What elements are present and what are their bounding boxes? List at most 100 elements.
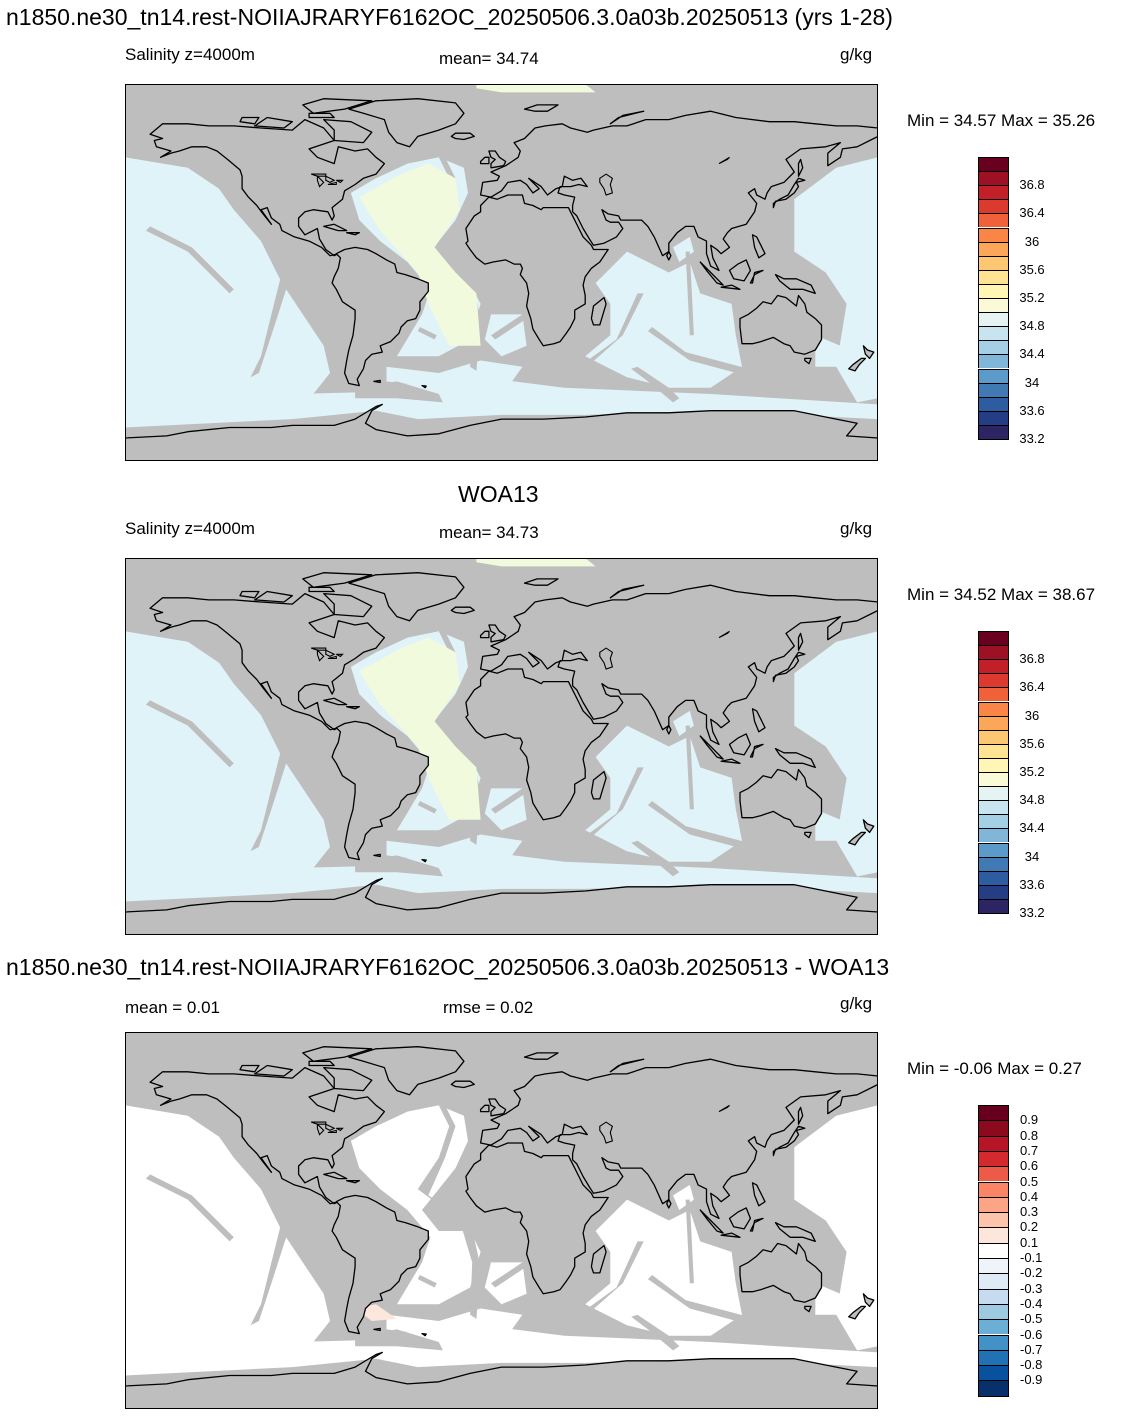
landmass-greenland xyxy=(348,572,465,622)
pacific-west-basin xyxy=(125,1105,330,1351)
colorbar-swatch xyxy=(978,715,1009,730)
landmass-svalbard xyxy=(523,578,559,586)
map-frame xyxy=(125,84,878,461)
colorbar-tick-label: 33.2 xyxy=(1019,431,1045,446)
landmass-sriLanka xyxy=(666,724,672,735)
landmass-iceland xyxy=(450,132,475,141)
lake-outline xyxy=(336,179,344,184)
landmass-iceland xyxy=(450,606,475,615)
landmass-ireland xyxy=(479,1104,490,1113)
panel2-field-label: Salinity z=4000m xyxy=(125,519,255,538)
landmass-devon xyxy=(308,586,335,593)
landmass-banks xyxy=(239,590,260,599)
landmass-antarctica xyxy=(125,1351,878,1409)
landmass-tasmania xyxy=(804,1305,812,1313)
lake-outline xyxy=(325,175,336,184)
colorbar-swatch xyxy=(978,1120,1009,1136)
panel3-minmax: Min = -0.06 Max = 0.27 xyxy=(907,1059,1082,1078)
lake-outline xyxy=(718,156,730,165)
southeast-indian-ridge xyxy=(647,1275,795,1336)
colorbar-swatch xyxy=(978,1181,1009,1197)
colorbar-tick-label: -0.9 xyxy=(1020,1372,1043,1388)
landmass-java xyxy=(720,758,741,764)
colorbar-tick-label: 33.6 xyxy=(1019,876,1045,892)
pacific-east-basin xyxy=(794,157,878,403)
landmass-madagascar xyxy=(590,296,607,326)
landmass-sulawesi xyxy=(749,1217,764,1232)
landmass-borneo xyxy=(728,259,752,282)
landmass-australia xyxy=(739,1242,823,1303)
ninety-east-ridge xyxy=(685,251,694,336)
panel1-field-label: Salinity z=4000m xyxy=(125,45,255,64)
colorbar-swatch xyxy=(978,1365,1009,1381)
colorbar-swatch xyxy=(978,645,1009,660)
colorbar-swatch xyxy=(978,757,1009,772)
south-pacific-basin xyxy=(187,356,293,394)
colorbar-tick-label: 36 xyxy=(1024,707,1040,723)
colorbar-tick-label: 34.4 xyxy=(1019,346,1045,362)
panel2-minmax: Min = 34.52 Max = 38.67 xyxy=(907,585,1096,604)
colorbar-tick-label: 36.4 xyxy=(1019,205,1045,221)
colorbar-swatch xyxy=(978,659,1009,674)
landmass-madagascar xyxy=(590,770,607,800)
landmass-philippines xyxy=(751,708,766,733)
colorbar-tick-label: -0.4 xyxy=(1020,1295,1043,1311)
colorbar-tick-label: 0.2 xyxy=(1020,1219,1039,1235)
southeast-indian-ridge xyxy=(647,801,795,862)
colorbar-tick-label: 35.2 xyxy=(1019,764,1045,779)
ninety-east-ridge xyxy=(685,1199,694,1284)
mid-atlantic-ridge xyxy=(417,631,481,845)
kerguelen-plateau xyxy=(631,366,680,403)
lake-outline xyxy=(316,174,325,188)
colorbar-swatch xyxy=(978,1288,1009,1304)
landmass-sakhalin xyxy=(797,632,804,651)
landmass-greenland xyxy=(348,1046,465,1096)
colorbar-swatch xyxy=(978,1150,1009,1167)
lake-outline xyxy=(325,1123,336,1132)
colorbar-swatch xyxy=(978,199,1009,214)
drake-scotia-arc xyxy=(355,1329,443,1351)
rio-grande-rise xyxy=(417,327,437,340)
pacific-seamounts xyxy=(145,1174,234,1242)
east-pacific-rise xyxy=(250,1178,289,1326)
lake-outline xyxy=(327,181,337,186)
landmass-baffin xyxy=(323,592,373,618)
landmass-java xyxy=(720,284,741,290)
landmass-uk xyxy=(488,624,507,643)
colorbar-tick-label: -0.1 xyxy=(1020,1250,1043,1265)
bay-of-bengal-basin xyxy=(673,236,694,262)
landmass-ireland xyxy=(479,156,490,165)
east-pacific-rise xyxy=(250,704,289,852)
landmass-ellesmere xyxy=(302,1046,373,1062)
lake-outline xyxy=(316,648,325,662)
colorbar-swatch xyxy=(978,241,1009,256)
colorbar-swatch xyxy=(978,1227,1009,1243)
landmass-sumatra xyxy=(699,1209,724,1234)
lake-outline xyxy=(599,647,614,670)
southern-ocean-band xyxy=(125,377,878,428)
southern-ocean-band xyxy=(125,1325,878,1376)
landmass-newGuinea xyxy=(774,747,816,769)
landmass-novayaZemlya xyxy=(609,584,645,599)
colorbar-tick-label: -0.8 xyxy=(1020,1357,1043,1373)
pacific-east-basin xyxy=(794,631,878,877)
colorbar-swatch xyxy=(978,1135,1009,1151)
colorbar-tick-label: 33.6 xyxy=(1019,402,1045,418)
landmass-japan xyxy=(772,177,806,209)
colorbar-swatch xyxy=(978,185,1009,200)
landmass-banks xyxy=(239,116,260,125)
southern-ocean-band xyxy=(125,851,878,902)
panel2-mean-label: mean= 34.73 xyxy=(439,523,539,542)
colorbar-tick-label: 35.2 xyxy=(1019,290,1045,305)
colorbar-tick-label: -0.5 xyxy=(1020,1311,1043,1327)
colorbar-tick-label: 35.6 xyxy=(1019,261,1045,277)
pacific-east-basin xyxy=(794,1105,878,1351)
colorbar-tick-label: -0.7 xyxy=(1020,1341,1043,1357)
southwest-indian-ridge xyxy=(564,767,644,856)
walvis-ridge xyxy=(491,314,527,340)
lake-outline xyxy=(327,1129,337,1134)
top-title: n1850.ne30_tn14.rest-NOIIAJRARYF6162OC_2… xyxy=(6,4,893,30)
lake-outline xyxy=(718,630,730,639)
lake-outline xyxy=(325,649,336,658)
colorbar-tick-label: 0.9 xyxy=(1020,1112,1039,1128)
